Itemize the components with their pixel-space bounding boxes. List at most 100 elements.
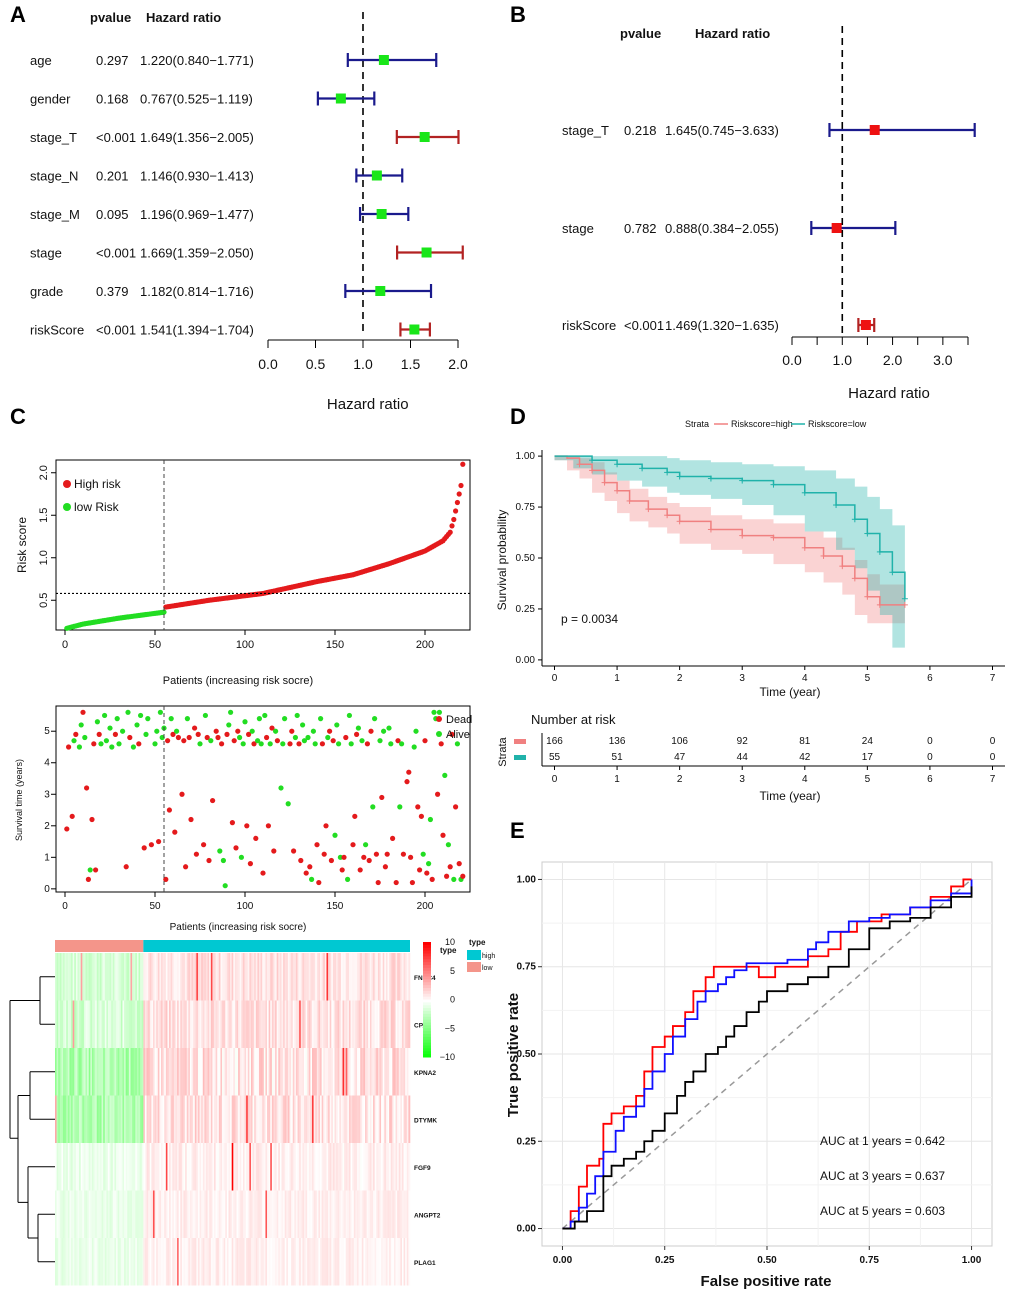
heatmap-gene-label: KPNA2 — [414, 1070, 436, 1077]
heatmap-cell — [173, 1143, 176, 1191]
heatmap-cell — [337, 1143, 340, 1191]
heatmap-cell — [331, 1190, 334, 1238]
survival-point-alive — [334, 722, 340, 728]
heatmap-cell — [276, 1190, 279, 1238]
heatmap-cell — [55, 1048, 57, 1096]
heatmap-cell — [331, 1095, 334, 1143]
survival-point-alive — [226, 722, 232, 728]
heatmap-cell — [236, 1095, 239, 1143]
forest-b-header-hr: Hazard ratio — [695, 26, 770, 41]
forest-b-row-hr: 0.888(0.384−2.055) — [665, 221, 779, 236]
heatmap-cell — [373, 1048, 375, 1096]
heatmap-cell — [130, 1048, 133, 1096]
heatmap-cell — [138, 1000, 141, 1048]
heatmap-cell — [201, 1190, 204, 1238]
risk-table-count: 136 — [609, 736, 626, 747]
heatmap-cell — [260, 1048, 263, 1096]
heatmap-type-label: type — [440, 946, 457, 955]
survival-point-dead — [449, 731, 455, 737]
heatmap-cell — [393, 953, 396, 1001]
heatmap-cell — [114, 1238, 117, 1286]
heatmap-cell — [286, 1190, 289, 1238]
heatmap-cell — [122, 1000, 125, 1048]
heatmap-cell — [283, 953, 286, 1001]
survival-point-dead — [444, 873, 450, 879]
heatmap-cell — [79, 1190, 82, 1238]
heatmap-cell — [360, 1048, 363, 1096]
heatmap-cell — [336, 1000, 339, 1048]
heatmap-cell — [324, 1048, 327, 1096]
heatmap-cell — [270, 953, 273, 1001]
heatmap-cell — [90, 1000, 93, 1048]
forest-a-row-hr: 1.220(0.840−1.771) — [140, 53, 254, 68]
dendrogram-branch — [37, 1213, 55, 1263]
heatmap-cell — [352, 1095, 355, 1143]
heatmap-cell — [320, 1238, 322, 1286]
heatmap-scale-step — [423, 962, 431, 966]
heatmap-cell — [286, 1238, 289, 1286]
heatmap-cell — [337, 1238, 340, 1286]
heatmap-cell — [207, 1190, 210, 1238]
forest-b-row-hr: 1.645(0.745−3.633) — [665, 123, 779, 138]
heatmap-cell — [205, 1000, 208, 1048]
heatmap-cell — [381, 953, 383, 1001]
heatmap-cell — [154, 1048, 157, 1096]
heatmap-cell — [342, 1095, 345, 1143]
heatmap-cell — [71, 1000, 73, 1048]
heatmap-cell — [389, 1048, 392, 1096]
forest-b-row-name: stage — [562, 221, 594, 236]
heatmap-cell — [55, 953, 57, 1001]
heatmap-cell — [63, 1048, 65, 1096]
survival-point-alive — [337, 854, 343, 860]
heatmap-cell — [226, 1000, 229, 1048]
heatmap-cell — [358, 953, 361, 1001]
heatmap-cell — [320, 1048, 322, 1096]
heatmap-cell — [167, 1238, 170, 1286]
heatmap-cell — [360, 1095, 363, 1143]
heatmap-cell — [358, 1000, 361, 1048]
heatmap-cell — [398, 1048, 401, 1096]
survival-point-dead — [213, 728, 219, 734]
survival-point-dead — [298, 857, 304, 864]
survival-point-alive — [143, 731, 149, 737]
heatmap-cell — [82, 1048, 85, 1096]
risk-score-xlabel: Patients (increasing risk socre) — [163, 675, 313, 687]
heatmap-cell — [323, 1095, 326, 1143]
roc-x-tick-label: 0.00 — [553, 1255, 573, 1266]
heatmap-cell — [377, 1095, 380, 1143]
heatmap-cell — [390, 1048, 393, 1096]
heatmap-cell — [125, 1048, 128, 1096]
heatmap-cell — [202, 1238, 205, 1286]
heatmap-cell — [104, 1238, 107, 1286]
heatmap-scale-step — [423, 1034, 431, 1038]
heatmap-cell — [133, 1048, 136, 1096]
heatmap-cell — [299, 1238, 302, 1286]
heatmap-cell — [202, 1190, 205, 1238]
heatmap-cell — [104, 1190, 107, 1238]
heatmap-cell — [181, 1000, 184, 1048]
heatmap-cell — [140, 953, 143, 1001]
heatmap-cell — [66, 1238, 69, 1286]
heatmap-cell — [244, 1190, 247, 1238]
forest-b-row-pvalue: <0.001 — [624, 318, 664, 333]
heatmap-cell — [99, 1000, 102, 1048]
heatmap-cell — [238, 1190, 241, 1238]
survival-point-alive — [98, 741, 104, 747]
heatmap-cell — [267, 1190, 269, 1238]
heatmap-cell — [233, 1095, 236, 1143]
survival-point-dead — [201, 842, 207, 848]
heatmap-cell — [205, 953, 208, 1001]
heatmap-cell — [83, 1000, 86, 1048]
heatmap-cell — [241, 1000, 244, 1048]
heatmap-cell — [112, 1000, 115, 1048]
heatmap-cell — [77, 953, 80, 1001]
heatmap-cell — [337, 1095, 340, 1143]
heatmap-cell — [340, 1190, 343, 1238]
heatmap-cell — [98, 1095, 101, 1143]
heatmap-cell — [88, 1000, 91, 1048]
heatmap-cell — [130, 1143, 133, 1191]
risk-score-x-tick-label: 200 — [416, 639, 434, 651]
heatmap-cell — [130, 1000, 133, 1048]
heatmap-cell — [318, 1190, 321, 1238]
heatmap-cell — [169, 1000, 171, 1048]
